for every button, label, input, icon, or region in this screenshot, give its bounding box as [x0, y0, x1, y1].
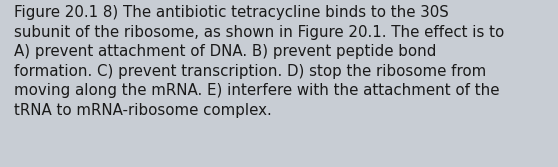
Text: Figure 20.1 8) The antibiotic tetracycline binds to the 30S
subunit of the ribos: Figure 20.1 8) The antibiotic tetracycli…: [14, 5, 504, 118]
